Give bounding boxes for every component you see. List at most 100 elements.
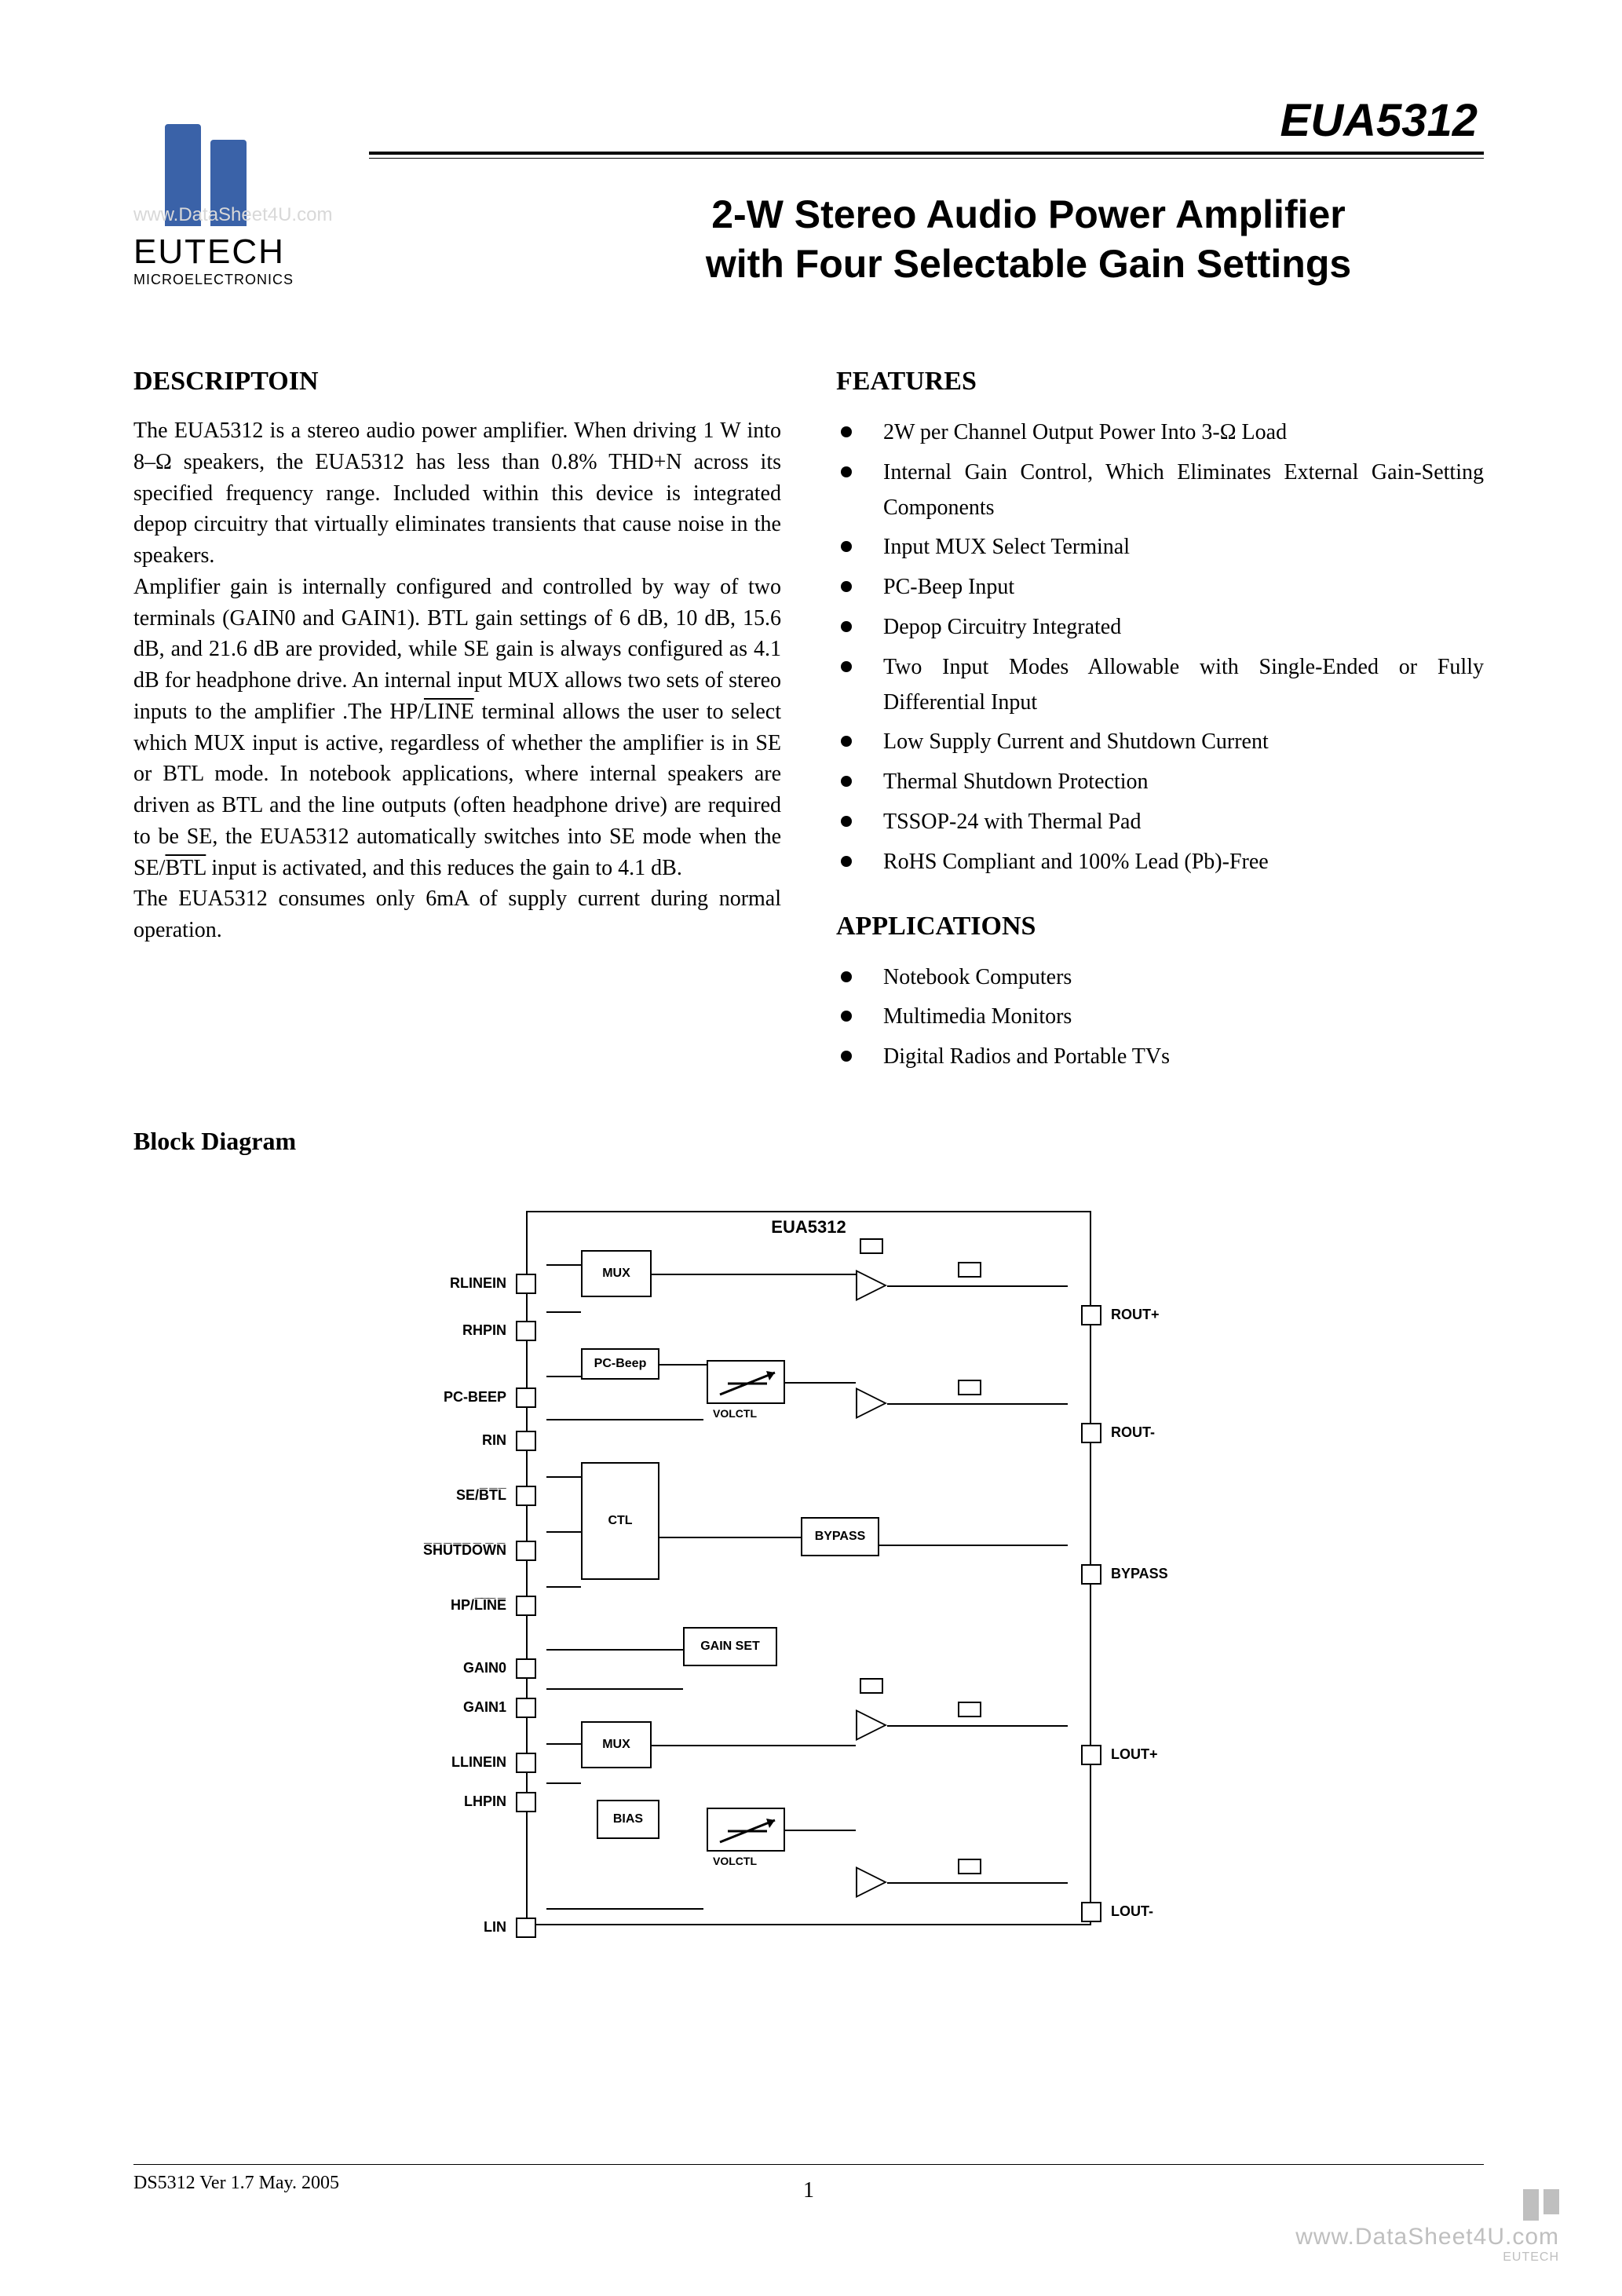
- pin: [1081, 1564, 1101, 1585]
- pin-label: ROUT+: [1111, 1307, 1160, 1323]
- wire: [546, 1743, 581, 1745]
- logo-brand: EUTECH: [133, 232, 338, 272]
- pin: [516, 1486, 536, 1506]
- page-title: 2-W Stereo Audio Power Amplifier with Fo…: [369, 190, 1484, 288]
- application-item: Digital Radios and Portable TVs: [836, 1040, 1484, 1075]
- application-item: Multimedia Monitors: [836, 1000, 1484, 1035]
- wire: [785, 1830, 856, 1831]
- block-pcbeep: PC-Beep: [581, 1348, 659, 1380]
- pin: [516, 1431, 536, 1451]
- logo-subbrand: MICROELECTRONICS: [133, 272, 338, 288]
- rule-thick: [369, 152, 1484, 155]
- description-heading: DESCRIPTOIN: [133, 367, 781, 397]
- logo-icon: [133, 124, 338, 226]
- pin: [516, 1274, 536, 1294]
- pin: [516, 1387, 536, 1408]
- wire: [652, 1274, 856, 1275]
- volctl-bottom-label: VOLCTL: [713, 1855, 757, 1867]
- pin: [1081, 1305, 1101, 1325]
- wire: [887, 1403, 1068, 1405]
- pin-label: LHPIN: [464, 1793, 506, 1810]
- pin: [516, 1541, 536, 1561]
- wire: [879, 1545, 1068, 1546]
- volctl-top-label: VOLCTL: [713, 1407, 757, 1420]
- pin-label: GAIN1: [463, 1699, 506, 1716]
- wire: [546, 1376, 581, 1377]
- desc-p3: The EUA5312 consumes only 6mA of supply …: [133, 887, 781, 942]
- title-line-1: 2-W Stereo Audio Power Amplifier: [711, 192, 1346, 236]
- description-body: The EUA5312 is a stereo audio power ampl…: [133, 415, 781, 946]
- block-gainset: GAIN SET: [683, 1627, 777, 1666]
- pin-label: SE/B̅T̅L̅: [456, 1487, 506, 1504]
- feature-item: Thermal Shutdown Protection: [836, 765, 1484, 800]
- cap-icon: [958, 1380, 981, 1395]
- wire: [652, 1745, 856, 1746]
- wire: [546, 1311, 581, 1313]
- cap-icon: [860, 1678, 883, 1694]
- pin: [1081, 1745, 1101, 1765]
- pin: [516, 1753, 536, 1773]
- amp-icon: [856, 1270, 887, 1301]
- cap-icon: [958, 1859, 981, 1874]
- pin-label: LOUT-: [1111, 1903, 1153, 1920]
- pin-label: S̅H̅U̅T̅D̅O̅W̅N̅: [423, 1542, 506, 1559]
- pin-label: ROUT-: [1111, 1424, 1155, 1441]
- pin-label: RHPIN: [462, 1322, 506, 1339]
- block-bypass: BYPASS: [801, 1517, 879, 1556]
- pin: [516, 1792, 536, 1812]
- watermark-logo-icon: [1295, 2189, 1559, 2221]
- pin: [516, 1321, 536, 1341]
- volctl-bottom: [707, 1808, 785, 1852]
- desc-p2b: terminal allows the user to select which…: [133, 700, 781, 880]
- block-diagram-heading: Block Diagram: [133, 1127, 1484, 1156]
- feature-item: Low Supply Current and Shutdown Current: [836, 725, 1484, 760]
- wire: [546, 1264, 581, 1266]
- page-number: 1: [133, 2178, 1484, 2203]
- block-mux-top: MUX: [581, 1250, 652, 1297]
- feature-item: PC-Beep Input: [836, 570, 1484, 605]
- wire: [546, 1649, 683, 1651]
- wire: [659, 1364, 707, 1366]
- part-number: EUA5312: [369, 94, 1484, 147]
- wire: [887, 1725, 1068, 1727]
- wire: [546, 1531, 581, 1533]
- feature-item: RoHS Compliant and 100% Lead (Pb)-Free: [836, 845, 1484, 880]
- amp-icon: [856, 1387, 887, 1419]
- pin-label: HP/L̅I̅N̅E̅: [451, 1597, 506, 1614]
- applications-list: Notebook Computers Multimedia Monitors D…: [836, 960, 1484, 1075]
- block-ctl: CTL: [581, 1462, 659, 1580]
- applications-heading: APPLICATIONS: [836, 912, 1484, 941]
- pin: [1081, 1423, 1101, 1443]
- pin-label: PC-BEEP: [444, 1389, 506, 1406]
- feature-item: 2W per Channel Output Power Into 3-Ω Loa…: [836, 415, 1484, 451]
- cap-icon: [860, 1238, 883, 1254]
- feature-item: Internal Gain Control, Which Eliminates …: [836, 455, 1484, 526]
- desc-p1: The EUA5312 is a stereo audio power ampl…: [133, 419, 781, 568]
- watermark-brand: EUTECH: [1295, 2250, 1559, 2265]
- desc-overline-1: LINE: [424, 700, 474, 724]
- pin: [516, 1596, 536, 1616]
- column-left: DESCRIPTOIN The EUA5312 is a stereo audi…: [133, 367, 781, 1080]
- features-list: 2W per Channel Output Power Into 3-Ω Loa…: [836, 415, 1484, 880]
- amp-icon: [856, 1866, 887, 1898]
- amp-icon: [856, 1709, 887, 1741]
- wire: [546, 1419, 703, 1420]
- chip-title: EUA5312: [416, 1217, 1201, 1238]
- header: EUTECH MICROELECTRONICS EUA5312 2-W Ster…: [133, 94, 1484, 288]
- logo: EUTECH MICROELECTRONICS: [133, 124, 338, 288]
- wire: [546, 1476, 581, 1478]
- application-item: Notebook Computers: [836, 960, 1484, 996]
- desc-p2c: input is activated, and this reduces the…: [206, 856, 682, 880]
- wire: [887, 1882, 1068, 1884]
- volctl-top: [707, 1360, 785, 1404]
- wire: [785, 1382, 856, 1384]
- pin-label: BYPASS: [1111, 1566, 1168, 1582]
- wire: [887, 1285, 1068, 1287]
- pin-label: LLINEIN: [451, 1754, 506, 1771]
- wire: [546, 1782, 581, 1784]
- watermark-bottom: www.DataSheet4U.com EUTECH: [1295, 2189, 1559, 2265]
- rule-thin: [369, 158, 1484, 159]
- cap-icon: [958, 1262, 981, 1278]
- pin-label: RIN: [482, 1432, 506, 1449]
- pin: [1081, 1902, 1101, 1922]
